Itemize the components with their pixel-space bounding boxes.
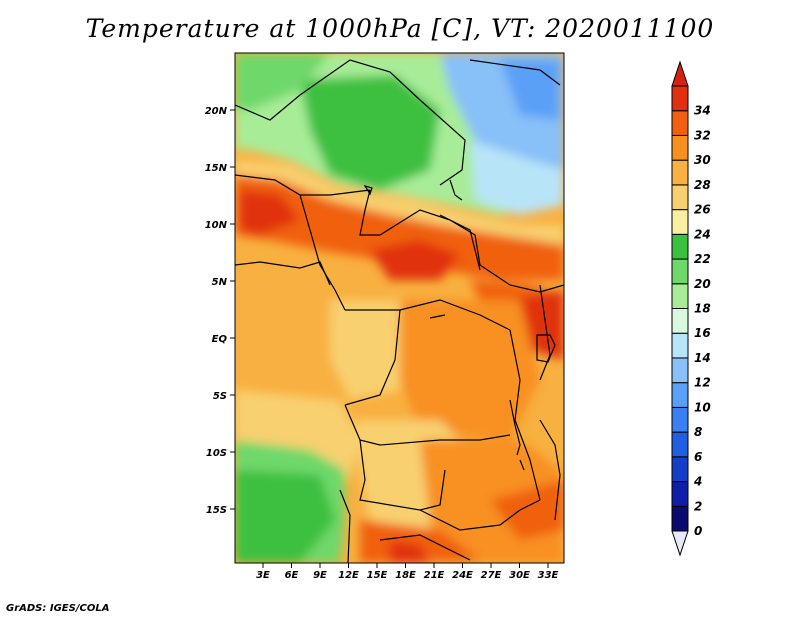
- colorbar-label: 8: [694, 425, 702, 439]
- latitude-axis: 20N 15N 10N 5N EQ 5S 10S 15S: [205, 106, 235, 516]
- lat-label: 10S: [206, 448, 227, 459]
- colorbar-swatch: [671, 283, 689, 309]
- lakes: [363, 184, 556, 471]
- lat-label: 15N: [205, 163, 228, 174]
- lon-label: 9E: [313, 570, 327, 581]
- colorbar-label: 16: [694, 326, 711, 340]
- lat-label: 5S: [213, 391, 227, 402]
- lat-label: 5N: [212, 277, 228, 288]
- colorbar-swatch: [671, 431, 689, 458]
- colorbar-label: 6: [694, 450, 702, 464]
- colorbar-label: 14: [694, 351, 711, 365]
- colorbar-swatch: [671, 209, 689, 235]
- colorbar-label: 4: [693, 475, 702, 489]
- colorbar-swatch: [671, 159, 689, 186]
- lon-label: 21E: [424, 570, 445, 581]
- colorbar-swatch: [671, 184, 689, 211]
- colorbar-under-arrow: [671, 530, 689, 557]
- lon-label: 12E: [338, 570, 359, 581]
- lon-label: 18E: [395, 570, 416, 581]
- colorbar-swatch: [671, 357, 689, 384]
- map-frame: [234, 52, 565, 564]
- colorbar-swatch: [671, 456, 689, 483]
- colorbar-swatch: [671, 406, 689, 433]
- credit-label: GrADS: IGES/COLA: [6, 603, 110, 614]
- colorbar-label: 28: [694, 178, 711, 192]
- colorbar-label: 12: [694, 376, 711, 390]
- colorbar-label: 30: [694, 153, 711, 167]
- lat-label: 15S: [206, 505, 227, 516]
- colorbar-label: 24: [694, 227, 711, 241]
- colorbar-label: 22: [694, 252, 711, 266]
- lon-label: 15E: [367, 570, 388, 581]
- colorbar-swatch: [671, 382, 689, 408]
- lat-label: EQ: [212, 334, 228, 345]
- lon-label: 6E: [285, 570, 299, 581]
- temperature-field: [235, 53, 564, 563]
- colorbar-swatch: [671, 85, 689, 112]
- colorbar-swatch: [671, 481, 689, 507]
- colorbar-label: 10: [694, 400, 711, 414]
- lat-label: 20N: [205, 106, 228, 117]
- colorbar-label: 26: [694, 203, 711, 217]
- colorbar-swatch: [671, 505, 689, 532]
- map-title: Temperature at 1000hPa [C], VT: 20200111…: [85, 14, 715, 43]
- colorbar-swatch: [671, 308, 689, 334]
- colorbar-label: 18: [694, 302, 711, 316]
- colorbar-swatch: [671, 134, 689, 161]
- lat-label: 10N: [205, 220, 228, 231]
- lon-label: 3E: [256, 570, 270, 581]
- lon-label: 30E: [509, 570, 530, 581]
- longitude-axis: 3E 6E 9E 12E 15E 18E 21E 24E 27E 30E 33E: [256, 563, 559, 581]
- country-borders: [235, 59, 564, 563]
- lon-label: 33E: [538, 570, 559, 581]
- colorbar-swatch: [671, 332, 689, 359]
- colorbar-swatch: [671, 258, 689, 285]
- colorbar-label: 0: [694, 524, 702, 538]
- colorbar-label: 32: [694, 128, 711, 142]
- colorbar-label: 2: [694, 499, 702, 513]
- lon-label: 24E: [452, 570, 473, 581]
- colorbar-label: 20: [694, 277, 711, 291]
- lon-label: 27E: [481, 570, 502, 581]
- colorbar-over-arrow: [671, 60, 689, 87]
- colorbar-swatch: [671, 110, 689, 136]
- colorbar-swatch: [671, 233, 689, 260]
- colorbar-label: 34: [694, 104, 711, 118]
